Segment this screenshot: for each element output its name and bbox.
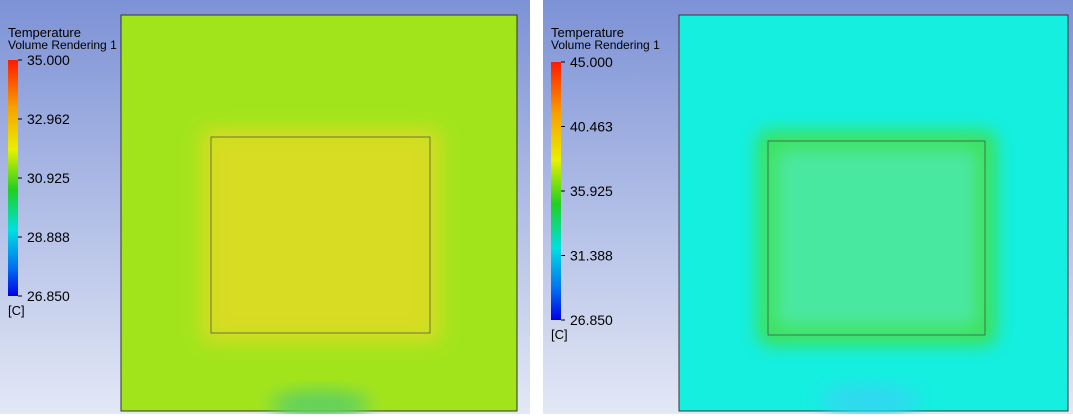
inner-box xyxy=(767,140,986,336)
legend-label: 26.850 xyxy=(570,312,613,328)
legend-label: 45.000 xyxy=(570,54,613,70)
legend-label: 35.925 xyxy=(570,183,613,199)
legend-subtitle: Volume Rendering 1 xyxy=(8,38,117,52)
inner-box xyxy=(210,136,431,334)
legend-label: 40.463 xyxy=(570,119,613,135)
legend-label: 28.888 xyxy=(27,229,70,245)
cool-spot xyxy=(270,390,370,419)
legend-unit: [C] xyxy=(551,327,568,342)
legend-subtitle: Volume Rendering 1 xyxy=(551,38,660,52)
warm-region xyxy=(775,148,978,328)
hot-region xyxy=(211,137,430,333)
colorbar xyxy=(551,62,561,320)
legend-label: 31.388 xyxy=(570,248,613,264)
legend-title: Temperature xyxy=(8,25,81,40)
legend-label: 26.850 xyxy=(27,288,70,304)
legend-label: 35.000 xyxy=(27,52,70,68)
legend-unit: [C] xyxy=(8,303,25,318)
cool-spot xyxy=(820,385,920,415)
colorbar xyxy=(8,60,18,296)
legend-title: Temperature xyxy=(551,25,624,40)
legend-label: 32.962 xyxy=(27,111,70,127)
legend-label: 30.925 xyxy=(27,170,70,186)
